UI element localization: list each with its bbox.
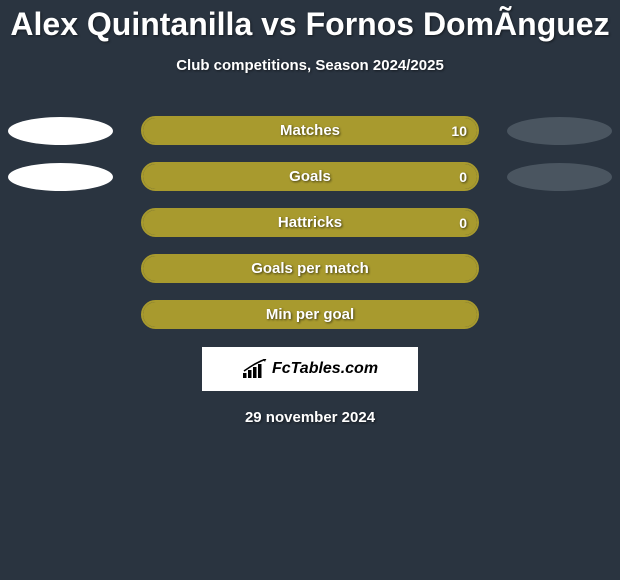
stat-label: Min per goal xyxy=(266,306,354,323)
stat-value-right: 0 xyxy=(459,215,467,231)
player-left-badge xyxy=(8,117,113,145)
stat-bar: Goals per match xyxy=(141,254,479,283)
stats-rows: Matches 10 Goals 0 Hattricks 0 Goals per match… xyxy=(0,116,620,329)
player-right-badge xyxy=(507,163,612,191)
stat-bar: Matches 10 xyxy=(141,116,479,145)
stat-bar: Hattricks 0 xyxy=(141,208,479,237)
page-title: Alex Quintanilla vs Fornos DomÃ­nguez xyxy=(10,6,609,43)
stat-value-right: 10 xyxy=(451,123,467,139)
player-right-badge xyxy=(507,117,612,145)
date-text: 29 november 2024 xyxy=(245,409,375,426)
stat-label: Goals xyxy=(289,168,331,185)
chart-icon xyxy=(242,359,268,379)
player-left-badge xyxy=(8,163,113,191)
stat-row: Goals per match xyxy=(0,254,620,283)
logo-text: FcTables.com xyxy=(272,360,378,378)
stat-label: Hattricks xyxy=(278,214,342,231)
stat-label: Matches xyxy=(280,122,340,139)
stat-value-right: 0 xyxy=(459,169,467,185)
logo-box[interactable]: FcTables.com xyxy=(202,347,418,391)
stat-bar: Min per goal xyxy=(141,300,479,329)
comparison-widget: Alex Quintanilla vs Fornos DomÃ­nguez Cl… xyxy=(0,0,620,426)
stat-bar: Goals 0 xyxy=(141,162,479,191)
stat-row: Goals 0 xyxy=(0,162,620,191)
stat-label: Goals per match xyxy=(251,260,369,277)
subtitle: Club competitions, Season 2024/2025 xyxy=(176,57,444,74)
stat-row: Matches 10 xyxy=(0,116,620,145)
stat-row: Min per goal xyxy=(0,300,620,329)
stat-row: Hattricks 0 xyxy=(0,208,620,237)
